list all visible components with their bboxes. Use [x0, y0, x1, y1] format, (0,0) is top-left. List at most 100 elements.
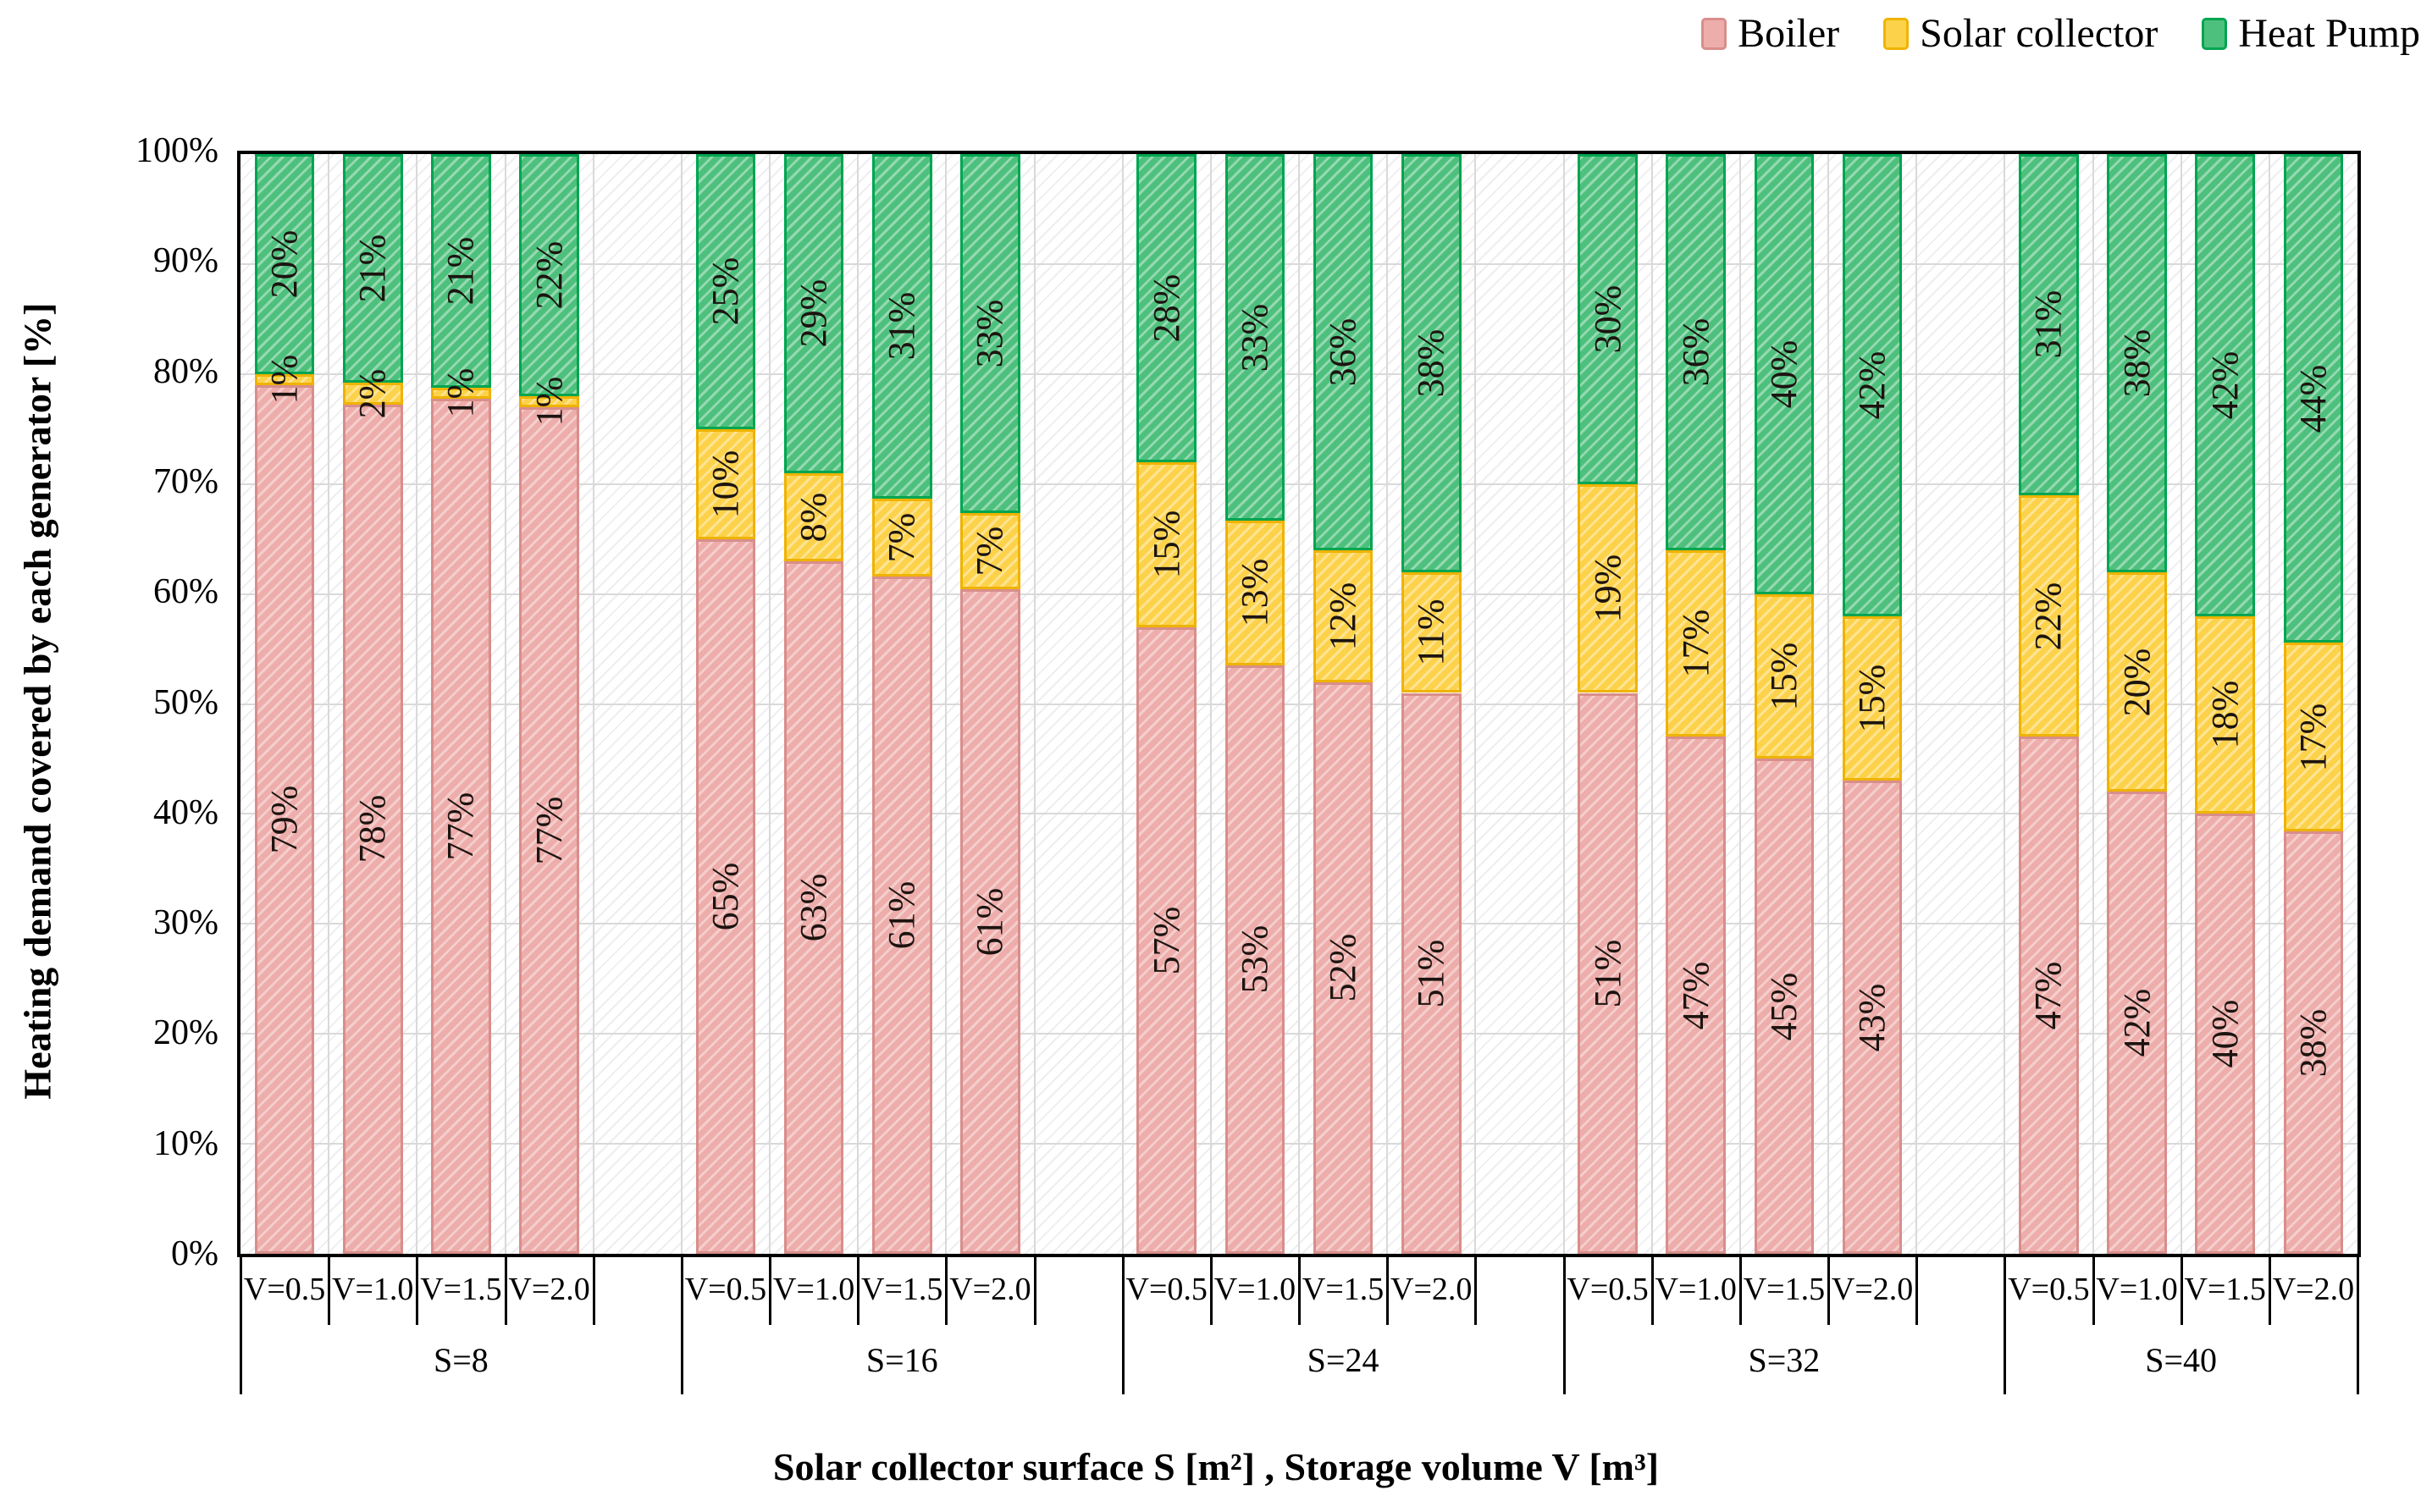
bar-segment-heat-pump — [254, 154, 315, 374]
bar-segment-solar-collector — [519, 395, 579, 407]
bar-segment-heat-pump — [960, 154, 1020, 514]
v-category-tick — [1827, 1254, 1830, 1325]
data-label: 20% — [263, 229, 306, 299]
data-label: 1% — [439, 367, 482, 418]
v-category-tick — [1474, 1254, 1478, 1325]
v-category-tick — [416, 1254, 419, 1325]
v-gridline — [1738, 154, 1741, 1254]
data-label: 22% — [2027, 582, 2070, 650]
legend-label-solar-collector: Solar collector — [1920, 11, 2158, 56]
s-group-label: S=24 — [1307, 1340, 1379, 1379]
v-category-label: V=1.5 — [1302, 1272, 1385, 1307]
bar-segment-boiler — [2283, 831, 2344, 1254]
v-gridline — [1650, 154, 1653, 1254]
bar-segment-boiler — [783, 560, 844, 1254]
bar-segment-boiler — [254, 384, 315, 1254]
v-category-label: V=0.5 — [2008, 1272, 2090, 1307]
bar-segment-boiler — [695, 538, 756, 1254]
y-tick-label: 40% — [153, 792, 218, 832]
bar-segment-solar-collector — [1842, 615, 1903, 781]
data-label: 1% — [528, 376, 570, 427]
v-gridline — [2092, 154, 2094, 1254]
data-label: 53% — [1233, 924, 1275, 994]
v-gridline — [680, 154, 683, 1254]
bar-segment-heat-pump — [783, 154, 844, 473]
data-label: 1% — [263, 354, 306, 405]
v-category-label: V=2.0 — [1831, 1272, 1914, 1307]
data-label: 33% — [969, 299, 1011, 368]
bar-segment-boiler — [431, 398, 491, 1254]
group-boundary-tick — [680, 1254, 683, 1394]
bar-segment-heat-pump — [1313, 154, 1374, 550]
data-label: 61% — [881, 880, 923, 950]
bar-segment-solar-collector — [695, 428, 756, 539]
y-tick-label: 30% — [153, 903, 218, 943]
data-label: 29% — [793, 279, 835, 348]
data-label: 42% — [2115, 988, 2158, 1057]
bar-segment-solar-collector — [1136, 461, 1197, 627]
data-label: 31% — [2027, 290, 2070, 359]
bar-segment-solar-collector — [871, 498, 932, 577]
bar-segment-boiler — [1136, 626, 1197, 1254]
data-label: 63% — [793, 873, 835, 942]
v-gridline — [1033, 154, 1036, 1254]
v-category-label: V=2.0 — [1390, 1272, 1473, 1307]
y-tick-label: 0% — [171, 1234, 218, 1273]
bar-segment-heat-pump — [1578, 154, 1638, 484]
v-category-tick — [592, 1254, 595, 1325]
v-gridline — [1562, 154, 1565, 1254]
bar-segment-solar-collector — [2283, 643, 2344, 832]
bar-segment-solar-collector — [783, 472, 844, 561]
data-label: 77% — [528, 796, 570, 865]
v-category-tick — [1738, 1254, 1742, 1325]
v-gridline — [769, 154, 771, 1254]
legend-item-heat-pump: Heat Pump — [2202, 14, 2420, 54]
data-label: 38% — [2291, 1008, 2334, 1078]
v-category-tick — [945, 1254, 948, 1325]
data-label: 7% — [881, 512, 923, 562]
v-category-label: V=0.5 — [243, 1272, 326, 1307]
bar-segment-solar-collector — [960, 513, 1020, 590]
v-gridline — [416, 154, 418, 1254]
v-category-label: V=0.5 — [684, 1272, 767, 1307]
v-category-label: V=1.5 — [2184, 1272, 2266, 1307]
data-label: 42% — [2203, 350, 2246, 420]
bar-segment-solar-collector — [1666, 549, 1727, 737]
bar-segment-boiler — [519, 406, 579, 1254]
v-category-label: V=1.0 — [2096, 1272, 2178, 1307]
v-gridline — [945, 154, 948, 1254]
y-tick-label: 80% — [153, 351, 218, 391]
data-label: 10% — [704, 450, 746, 519]
bar-segment-boiler — [2195, 814, 2256, 1254]
bar-segment-solar-collector — [1401, 571, 1462, 693]
y-tick-label: 90% — [153, 241, 218, 281]
data-label: 40% — [2203, 999, 2246, 1068]
data-label: 15% — [1762, 642, 1805, 711]
v-category-tick — [857, 1254, 860, 1325]
v-category-tick — [1298, 1254, 1301, 1325]
data-label: 31% — [881, 292, 923, 361]
v-category-tick — [1209, 1254, 1213, 1325]
bar-segment-boiler — [2019, 737, 2079, 1254]
data-label: 17% — [2291, 703, 2334, 772]
data-label: 45% — [1762, 972, 1805, 1041]
bar-segment-heat-pump — [1842, 154, 1903, 616]
group-boundary-tick — [240, 1254, 242, 1394]
data-label: 38% — [2115, 328, 2158, 398]
v-category-tick — [1915, 1254, 1919, 1325]
v-category-label: V=1.5 — [861, 1272, 943, 1307]
v-category-label: V=1.0 — [1213, 1272, 1296, 1307]
bar-segment-heat-pump — [1224, 154, 1285, 521]
bar-segment-boiler — [960, 589, 1020, 1254]
v-category-tick — [2268, 1254, 2271, 1325]
s-group-label: S=8 — [434, 1340, 489, 1379]
group-boundary-tick — [1562, 1254, 1566, 1394]
data-label: 47% — [1674, 961, 1716, 1030]
bar-segment-boiler — [1666, 737, 1727, 1254]
v-category-tick — [1033, 1254, 1036, 1325]
bar-segment-heat-pump — [2107, 154, 2167, 572]
group-boundary-tick — [2357, 1254, 2359, 1394]
data-label: 78% — [351, 795, 394, 864]
v-gridline — [1915, 154, 1918, 1254]
